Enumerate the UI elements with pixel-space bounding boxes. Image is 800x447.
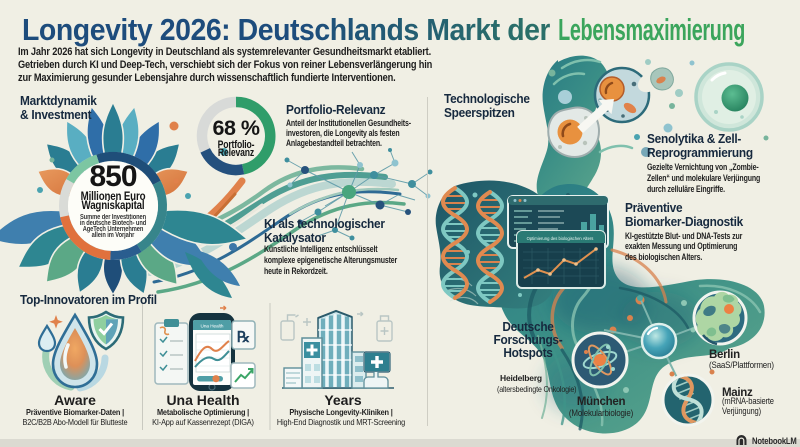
svg-text:Optimierung des biologischen A: Optimierung des biologischen Alters (527, 236, 594, 241)
svg-text:℞: ℞ (237, 330, 250, 346)
svg-text:Una Health: Una Health (201, 324, 224, 329)
